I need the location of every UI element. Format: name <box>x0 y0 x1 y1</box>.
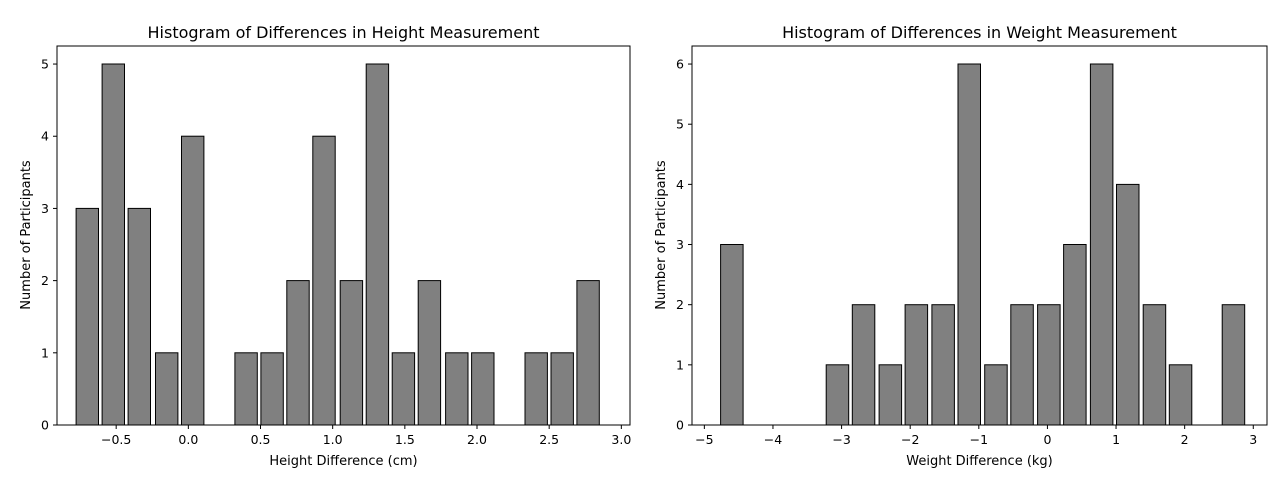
weight-histogram-plot-area: −5 −4 −3 −2 −1 0 1 2 3 0 1 2 3 4 5 6 <box>676 57 1257 447</box>
weight-y-tick-label-1: 1 <box>676 357 684 372</box>
height-bar-8 <box>286 280 310 426</box>
height-x-tick-label-6: 2.5 <box>539 432 559 447</box>
height-x-tick-label-1: 0.0 <box>178 432 198 447</box>
weight-histogram-y-axis-label: Number of Participants <box>654 160 669 310</box>
weight-histogram-x-axis-label: Weight Difference (kg) <box>906 454 1053 469</box>
weight-bar-16 <box>1142 304 1167 426</box>
weight-bar-13 <box>1063 244 1087 426</box>
height-bar-15 <box>471 352 495 426</box>
height-histogram-x-axis-label: Height Difference (cm) <box>269 454 417 469</box>
weight-y-tick-label-6: 6 <box>676 57 684 72</box>
weight-y-tick-label-2: 2 <box>676 297 684 312</box>
height-histogram-title: Histogram of Differences in Height Measu… <box>148 23 540 42</box>
weight-bar-8 <box>931 304 955 426</box>
weight-bar-19 <box>1221 304 1246 426</box>
weight-x-tick-label-5: 0 <box>1043 432 1051 447</box>
height-bar-0 <box>75 207 99 426</box>
weight-x-tick-label-8: 3 <box>1249 432 1257 447</box>
weight-x-tick-label-7: 2 <box>1181 432 1189 447</box>
height-histogram-frame <box>56 45 631 426</box>
height-bar-19 <box>576 280 600 426</box>
height-x-tick-label-4: 1.5 <box>395 432 415 447</box>
weight-bar-7 <box>904 304 929 426</box>
height-bar-12 <box>391 352 416 426</box>
height-bar-18 <box>550 352 574 426</box>
weight-bar-6 <box>878 364 903 426</box>
height-bar-4 <box>181 135 205 426</box>
weight-bar-9 <box>957 63 981 426</box>
weight-y-tick-label-5: 5 <box>676 117 684 132</box>
height-y-tick-label-4: 4 <box>41 129 49 144</box>
weight-histogram-panel: Histogram of Differences in Weight Measu… <box>654 23 1268 469</box>
weight-x-tick-label-4: −1 <box>970 432 988 447</box>
weight-x-tick-label-0: −5 <box>695 432 713 447</box>
height-y-tick-label-1: 1 <box>41 345 49 360</box>
weight-bar-12 <box>1037 304 1061 426</box>
weight-x-tick-label-6: 1 <box>1112 432 1120 447</box>
height-bar-3 <box>155 352 179 426</box>
height-bar-13 <box>417 280 442 426</box>
height-bar-17 <box>524 352 548 426</box>
weight-y-tick-label-0: 0 <box>676 418 684 433</box>
weight-x-tick-label-2: −3 <box>832 432 850 447</box>
height-histogram-y-axis-label: Number of Participants <box>19 160 34 310</box>
weight-bar-11 <box>1010 304 1034 426</box>
weight-bar-4 <box>825 364 850 426</box>
height-histogram-plot-area: −0.5 0.0 0.5 1.0 1.5 2.0 2.5 3.0 0 1 2 3 4 5 <box>41 57 631 447</box>
height-x-tick-label-7: 3.0 <box>611 432 631 447</box>
weight-y-tick-label-4: 4 <box>676 177 684 192</box>
height-bar-14 <box>445 352 469 426</box>
height-y-tick-label-0: 0 <box>41 418 49 433</box>
height-x-tick-label-2: 0.5 <box>251 432 271 447</box>
height-y-tick-label-3: 3 <box>41 201 49 216</box>
weight-x-tick-label-3: −2 <box>901 432 919 447</box>
height-bar-7 <box>260 352 284 426</box>
weight-bar-15 <box>1116 183 1140 426</box>
height-histogram-panel: Histogram of Differences in Height Measu… <box>19 23 631 469</box>
height-bar-1 <box>101 63 125 426</box>
height-y-tick-label-2: 2 <box>41 273 49 288</box>
height-x-tick-label-3: 1.0 <box>323 432 343 447</box>
height-bar-10 <box>339 280 364 426</box>
height-x-tick-label-0: −0.5 <box>101 432 131 447</box>
weight-histogram-frame <box>691 45 1268 426</box>
height-x-tick-label-5: 2.0 <box>467 432 487 447</box>
weight-histogram-title: Histogram of Differences in Weight Measu… <box>782 23 1177 42</box>
height-bar-2 <box>127 207 152 426</box>
weight-bar-17 <box>1168 364 1193 426</box>
weight-x-tick-label-1: −4 <box>764 432 782 447</box>
height-bar-11 <box>365 63 390 426</box>
weight-bar-5 <box>851 304 876 426</box>
weight-bar-14 <box>1089 63 1114 426</box>
weight-bar-0 <box>720 244 744 426</box>
height-bar-9 <box>312 135 336 426</box>
height-bar-6 <box>234 352 258 426</box>
height-y-tick-label-5: 5 <box>41 57 49 72</box>
weight-y-tick-label-3: 3 <box>676 237 684 252</box>
weight-bar-10 <box>984 364 1008 426</box>
